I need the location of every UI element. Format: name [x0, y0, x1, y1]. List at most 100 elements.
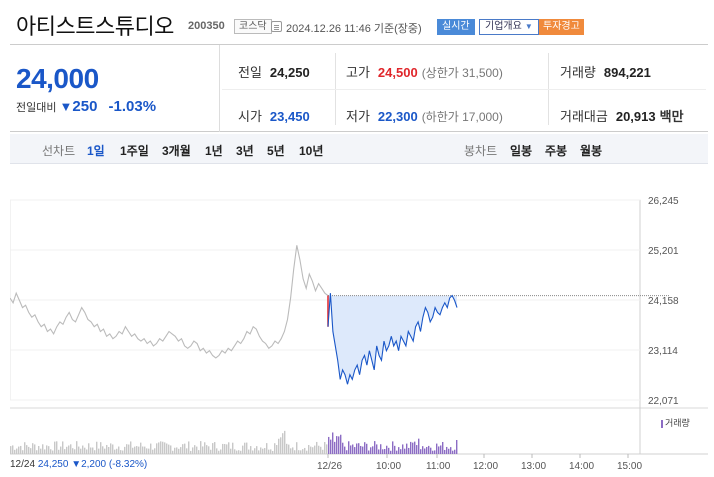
volume-bar: [210, 449, 212, 454]
volume-bar: [362, 446, 364, 454]
volume-bar: [82, 445, 84, 454]
tab-10year[interactable]: 10년: [299, 144, 324, 158]
volume-bar: [212, 443, 214, 454]
realtime-button[interactable]: 실시간: [437, 19, 475, 35]
y-tick-label: 22,071: [648, 396, 679, 407]
volume-bar: [44, 449, 46, 454]
volume-bar: [372, 446, 374, 454]
volume-bar: [230, 448, 232, 454]
volume-bar: [10, 446, 12, 454]
volume-bar: [290, 448, 292, 454]
x-tick-label: 11:00: [426, 461, 451, 472]
volume-bar: [410, 441, 412, 454]
volume-bar: [426, 446, 428, 454]
volume-bar: [286, 443, 288, 454]
volume-bar: [58, 449, 60, 454]
volume-bar: [446, 446, 448, 454]
volume-bar: [328, 436, 330, 454]
volume-bar: [146, 448, 148, 454]
volume-bar: [414, 441, 416, 454]
calendar-icon: [271, 21, 282, 32]
volume-bar: [184, 443, 186, 454]
volume-bar: [400, 449, 402, 454]
volume-bar: [352, 444, 354, 454]
investment-warning-badge[interactable]: 투자경고: [539, 19, 584, 35]
volume-bar: [298, 450, 300, 454]
volume-bar: [140, 442, 142, 454]
amount-label: 거래대금: [560, 109, 608, 124]
tab-3month[interactable]: 3개월: [162, 144, 191, 158]
volume-bar: [288, 444, 290, 454]
volume-bar: [50, 449, 52, 454]
lower-limit: (하한가 17,000): [421, 110, 503, 124]
tab-1year[interactable]: 1년: [205, 144, 223, 158]
volume-bar: [110, 443, 112, 454]
tab-daily-candle[interactable]: 일봉: [510, 144, 533, 158]
tab-monthly-candle[interactable]: 월봉: [580, 144, 603, 158]
volume-bar: [142, 446, 144, 454]
price-chart-svg: 26,245 25,201 24,158 23,114 22,071 12/26 10:0…: [10, 196, 708, 472]
upper-limit: (상한가 31,500): [421, 66, 503, 80]
volume-bar: [42, 444, 44, 454]
volume-bar: [64, 449, 66, 454]
tab-1day[interactable]: 1일: [87, 144, 105, 158]
volume-bar: [120, 450, 122, 454]
stock-name: 아티스트스튜디오: [16, 14, 174, 39]
tab-weekly-candle[interactable]: 주봉: [545, 144, 568, 158]
tab-1week[interactable]: 1주일: [120, 144, 149, 158]
volume-bar: [176, 447, 178, 454]
volume-bar: [312, 447, 314, 454]
volume-bar: [62, 441, 64, 454]
volume-legend: 거래량: [661, 416, 690, 429]
volume-bar: [254, 448, 256, 454]
volume-bar: [16, 448, 18, 454]
volume-value: 894,221: [603, 65, 651, 80]
stock-code: 200350: [188, 20, 225, 32]
volume-bar: [316, 441, 318, 454]
volume-bar: [398, 447, 400, 454]
volume-bar: [46, 445, 48, 454]
y-tick-label: 25,201: [648, 246, 679, 257]
change-label: 전일대비: [16, 102, 57, 114]
volume-bar: [158, 442, 160, 454]
volume-bar: [424, 448, 426, 454]
volume-bar: [206, 445, 208, 454]
volume-bar: [40, 448, 42, 454]
volume-bar: [72, 448, 74, 454]
volume-bar: [174, 447, 176, 454]
volume-bar: [218, 450, 220, 454]
volume-bar: [12, 445, 14, 454]
volume-bar: [332, 432, 334, 454]
volume-bar: [112, 444, 114, 454]
volume-bar: [358, 443, 360, 454]
volume-bar: [304, 447, 306, 454]
company-info-dropdown[interactable]: 기업개요 ▼: [479, 19, 539, 35]
volume-bar: [434, 450, 436, 454]
volume-bar: [134, 446, 136, 454]
volume-bar: [104, 448, 106, 454]
volume-bar: [270, 449, 272, 454]
prev-day-change: ▼2,200: [71, 459, 107, 470]
volume-bar: [192, 447, 194, 454]
tab-3year[interactable]: 3년: [236, 144, 254, 158]
volume-bar: [54, 441, 56, 454]
volume-bar: [26, 445, 28, 454]
volume-bar: [60, 446, 62, 454]
volume-bar: [100, 442, 102, 454]
x-tick-label: 15:00: [617, 461, 642, 472]
tab-5year[interactable]: 5년: [267, 144, 285, 158]
volume-bar: [456, 440, 458, 454]
stock-header: 아티스트스튜디오 200350 코스닥 2024.12.26 11:46 기준(…: [0, 0, 714, 44]
volume-bar: [350, 445, 352, 454]
price-chart[interactable]: 26,245 25,201 24,158 23,114 22,071 12/26 10:0…: [10, 164, 708, 477]
volume-bar: [306, 450, 308, 454]
volume-bar: [430, 447, 432, 454]
volume-bar: [148, 448, 150, 454]
volume-bar: [22, 450, 24, 454]
amount-stat: 거래대금 20,913 백만: [560, 106, 684, 125]
volume-bar: [252, 450, 254, 454]
volume-bar: [124, 446, 126, 454]
volume-bar: [96, 441, 98, 454]
open-value: 23,450: [269, 109, 310, 124]
volume-bar: [190, 450, 192, 454]
